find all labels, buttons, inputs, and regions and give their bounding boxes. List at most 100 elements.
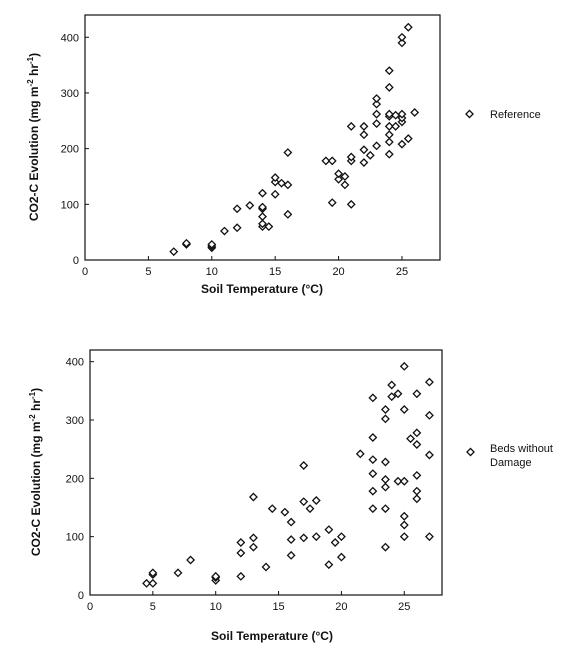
data-point-1-24 [321, 156, 331, 166]
y-tick-label-2-0: 0 [78, 590, 84, 602]
data-point-2-32 [355, 449, 365, 459]
data-point-2-45 [380, 405, 390, 414]
data-points-2 [142, 361, 434, 588]
data-point-1-63 [410, 107, 420, 117]
data-point-2-20 [286, 517, 296, 527]
data-point-1-20 [277, 178, 286, 188]
data-point-1-6 [220, 226, 229, 236]
data-point-1-7 [232, 223, 242, 233]
data-point-2-65 [424, 410, 434, 420]
x-axis-title-1: Soil Temperature (°C) [201, 282, 323, 296]
data-point-2-49 [393, 389, 403, 399]
data-point-2-58 [412, 486, 422, 496]
legend-1: Reference [465, 109, 541, 121]
data-point-2-66 [424, 377, 434, 387]
data-point-1-14 [258, 202, 267, 212]
data-point-1-51 [384, 82, 394, 92]
data-point-2-53 [399, 476, 409, 486]
data-point-2-56 [406, 434, 416, 444]
data-point-1-12 [258, 212, 267, 222]
data-point-2-54 [399, 405, 409, 414]
x-tick-labels-2: 0 5 10 15 20 25 [87, 601, 410, 613]
data-point-1-38 [359, 121, 369, 131]
data-point-1-19 [270, 189, 280, 199]
data-point-2-5 [186, 555, 196, 565]
x-tick-label-1-5: 25 [396, 266, 408, 278]
data-point-1-2 [181, 238, 191, 248]
legend-label-1: Reference [490, 109, 541, 121]
data-point-1-5 [207, 239, 217, 249]
data-point-2-11 [236, 538, 246, 547]
data-point-2-43 [380, 457, 390, 467]
data-point-1-33 [346, 152, 356, 162]
data-point-2-17 [280, 507, 290, 517]
x-tick-label-2-3: 15 [272, 601, 284, 613]
data-point-2-52 [399, 511, 409, 521]
data-points-1 [169, 22, 420, 257]
data-point-1-60 [397, 32, 407, 42]
data-point-2-40 [380, 504, 390, 514]
data-point-2-63 [424, 532, 434, 542]
data-point-1-48 [384, 121, 394, 131]
plot-frame-1 [84, 14, 441, 261]
data-point-2-29 [330, 538, 340, 547]
data-point-1-22 [283, 180, 293, 190]
data-point-2-48 [393, 476, 403, 486]
data-point-2-16 [267, 504, 277, 514]
data-point-2-47 [387, 380, 397, 390]
data-point-1-18 [270, 173, 280, 183]
y-tick-label-2-4: 400 [66, 357, 84, 369]
legend-label-2b: Damage [490, 457, 532, 469]
legend-label-2a: Beds without [490, 443, 553, 455]
data-point-1-54 [391, 110, 401, 120]
data-point-2-51 [399, 520, 409, 530]
x-axis-title-2: Soil Temperature (°C) [211, 629, 333, 643]
data-point-2-34 [368, 486, 378, 496]
data-point-2-41 [380, 482, 390, 492]
data-point-2-19 [286, 535, 296, 545]
y-tick-labels-2: 0 100 200 300 400 [66, 357, 84, 602]
data-point-2-26 [311, 496, 321, 505]
x-tick-label-1-4: 20 [332, 266, 344, 278]
data-point-1-34 [346, 121, 356, 131]
x-tick-label-2-0: 0 [87, 601, 93, 613]
tick-marks-2 [89, 361, 405, 596]
x-tick-label-1-3: 15 [269, 266, 281, 278]
data-point-1-29 [340, 172, 350, 181]
data-point-1-43 [372, 99, 382, 109]
data-point-2-36 [368, 455, 378, 465]
data-point-2-14 [248, 492, 258, 502]
data-point-2-57 [412, 494, 422, 504]
data-point-2-25 [311, 532, 321, 542]
data-point-1-16 [264, 222, 274, 232]
data-point-1-47 [384, 130, 394, 140]
data-point-1-50 [384, 109, 394, 119]
x-tick-label-2-2: 10 [210, 601, 222, 613]
y-axis-title-2: CO2-C Evolution (mg m-2 hr-1) [28, 388, 43, 556]
data-point-2-3 [148, 568, 158, 578]
legend-2: Beds without Damage [466, 443, 553, 469]
y-tick-label-2-1: 100 [66, 532, 84, 544]
data-point-1-58 [397, 109, 407, 119]
data-point-2-38 [368, 393, 378, 403]
data-point-2-24 [305, 504, 315, 514]
data-point-1-37 [359, 130, 369, 140]
data-point-2-37 [368, 433, 378, 442]
x-tick-label-2-5: 25 [398, 601, 410, 613]
data-point-2-15 [261, 562, 271, 572]
data-point-1-8 [232, 204, 242, 214]
data-point-1-30 [340, 180, 350, 190]
data-point-1-0 [169, 247, 179, 257]
data-point-1-62 [403, 22, 413, 32]
legend-marker-1 [465, 109, 474, 119]
data-point-2-33 [368, 504, 378, 514]
chart-beds-without-damage: 0 5 10 15 20 25 0 100 200 300 400 Soil Temperatur… [28, 349, 553, 643]
y-tick-label-1-0: 0 [73, 255, 79, 267]
data-point-2-46 [387, 392, 397, 402]
data-point-1-42 [372, 109, 382, 119]
data-point-2-10 [236, 548, 246, 558]
data-point-2-28 [324, 525, 334, 535]
legend-marker-2 [466, 447, 475, 457]
data-point-1-61 [403, 134, 413, 144]
